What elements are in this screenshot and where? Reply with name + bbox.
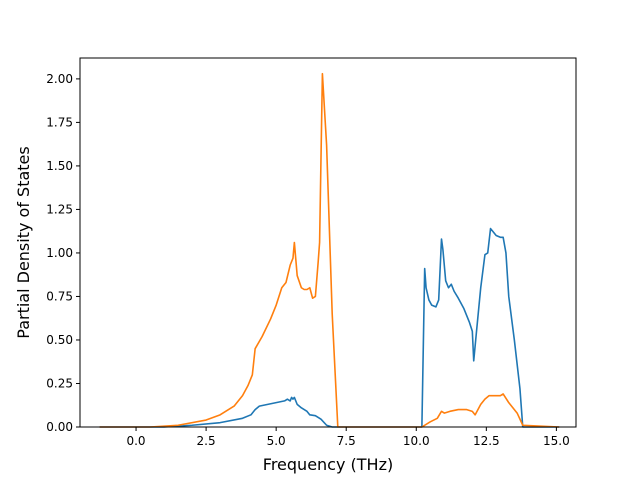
x-axis-title: Frequency (THz): [263, 455, 393, 474]
series-line-1: [99, 227, 560, 428]
y-tick-label: 0.50: [46, 333, 73, 347]
x-tick-label: 10.0: [403, 434, 430, 448]
x-tick-label: 12.5: [473, 434, 500, 448]
series-layer: [99, 72, 560, 428]
y-tick-label: 1.50: [46, 159, 73, 173]
y-tick-label: 1.75: [46, 115, 73, 129]
x-tick-label: 15.0: [543, 434, 570, 448]
x-tick-label: 7.5: [337, 434, 356, 448]
x-tick-label: 5.0: [267, 434, 286, 448]
x-tick-label: 0.0: [126, 434, 145, 448]
y-tick-label: 2.00: [46, 72, 73, 86]
axes-layer: 0.0 2.5 5.0 7.5 10.0 12.5 15.0 0.00 0.25 0.50 0.75…: [46, 72, 569, 448]
plot-frame: [79, 57, 577, 428]
y-tick-label: 1.00: [46, 246, 73, 260]
y-tick-label: 0.00: [46, 420, 73, 434]
series-line-2: [99, 72, 560, 428]
y-tick-label: 0.75: [46, 289, 73, 303]
y-tick-label: 1.25: [46, 202, 73, 216]
y-axis-title: Partial Density of States: [14, 146, 33, 338]
x-tick-label: 2.5: [197, 434, 216, 448]
y-tick-label: 0.25: [46, 376, 73, 390]
